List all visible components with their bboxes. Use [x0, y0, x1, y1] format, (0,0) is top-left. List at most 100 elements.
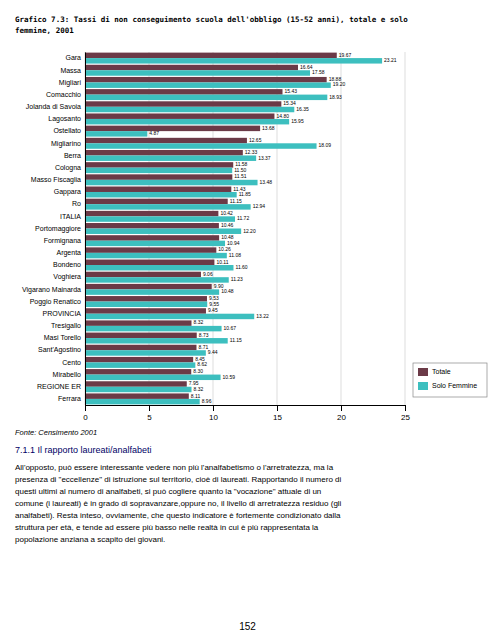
y-tick: Formignana [44, 237, 81, 245]
bar [85, 223, 219, 228]
y-tick: ITALIA [60, 213, 81, 220]
bar [85, 302, 207, 307]
data-label: 8.96 [202, 398, 212, 404]
data-label: 9.55 [209, 301, 219, 307]
x-tick: 10 [209, 405, 218, 422]
x-tick-mark [405, 405, 406, 411]
y-tick-label: Gara [65, 54, 81, 61]
bar [85, 375, 221, 380]
y-tick: Bondeno [53, 261, 81, 268]
grid-line [341, 52, 342, 405]
bar [85, 333, 197, 338]
data-label: 19.67 [339, 52, 352, 58]
y-tick-label: Ferrara [58, 395, 81, 402]
data-label: 10.67 [224, 325, 237, 331]
bar [85, 260, 214, 265]
data-label: 9.44 [208, 349, 218, 355]
data-label: 19.20 [333, 81, 346, 87]
data-label: 14.80 [276, 113, 289, 119]
grid [85, 52, 405, 405]
y-tick-label: Poggio Renatico [30, 298, 81, 306]
data-label: 8.32 [193, 386, 203, 392]
bar [85, 119, 289, 124]
data-label: 15.34 [283, 100, 296, 106]
y-tick: Masi Torello [44, 334, 81, 341]
data-label: 9.45 [208, 307, 218, 313]
y-tick-label: Sant'Agostino [38, 346, 81, 354]
y-tick-label: Vigarano Mainarda [22, 286, 81, 294]
data-label: 13.48 [260, 179, 273, 185]
x-tick-label: 20 [337, 413, 346, 422]
body-text: presenza di "eccellenze" di istruzione s… [15, 475, 342, 484]
y-tick-label: Cologna [55, 164, 81, 172]
bar [85, 345, 196, 350]
x-tick-mark [213, 405, 214, 411]
data-labels: 19.6716.6418.8815.4315.3414.8013.6812.65… [149, 52, 396, 404]
y-tick: Cento [62, 359, 81, 366]
data-label: 8.73 [199, 332, 209, 338]
bar [85, 326, 222, 331]
y-tick-label: Massa [60, 66, 81, 73]
y-tick-label: Ostellato [53, 127, 81, 134]
title-line: femmine, 2001 [15, 26, 74, 35]
y-tick: Massa [60, 66, 81, 73]
bar [85, 308, 206, 313]
y-tick: Tresigallo [51, 322, 81, 330]
data-label: 8.32 [193, 319, 203, 325]
data-label: 13.37 [258, 155, 271, 161]
legend-swatch [418, 382, 428, 390]
y-tick: Lagosanto [48, 115, 81, 123]
bar [85, 284, 212, 289]
y-tick-label: PROVINCIA [42, 310, 81, 317]
data-label: 10.46 [221, 222, 234, 228]
bar [85, 211, 218, 216]
data-label: 8.30 [193, 368, 203, 374]
data-label: 13.22 [256, 313, 269, 319]
y-tick: Portomaggiore [35, 225, 81, 233]
data-label: 11.15 [230, 198, 242, 204]
bar [85, 174, 232, 179]
y-tick: Gara [65, 54, 81, 61]
title: Grafico 7.3: Tassi di non conseguimento … [15, 15, 408, 35]
x-axis-line [86, 405, 406, 406]
y-tick-label: Mirabello [53, 371, 82, 378]
data-label: 17.58 [312, 69, 325, 75]
annotations: Fonte: Censimento 20017.1.1 Il rapporto … [15, 428, 342, 632]
x-tick: 15 [273, 405, 282, 422]
bar [85, 77, 327, 82]
x-tick-mark [341, 405, 342, 411]
y-tick-label: Portomaggiore [35, 225, 81, 233]
bar [85, 192, 237, 197]
x-tick-label: 10 [209, 413, 218, 422]
legend-swatch [418, 368, 428, 376]
bar [85, 229, 241, 234]
y-tick-label: Migliarino [51, 140, 81, 148]
data-label: 11.15 [230, 337, 242, 343]
y-tick: Voghiera [53, 273, 81, 281]
data-label: 18.93 [329, 94, 342, 100]
data-label: 12.20 [243, 228, 256, 234]
y-tick-label: ITALIA [60, 213, 81, 220]
bar [85, 143, 317, 148]
bar [85, 314, 254, 319]
chart: Grafico 7.3: Tassi di non conseguimento … [0, 0, 495, 640]
data-label: 16.35 [296, 106, 309, 112]
x-tick-mark [85, 405, 86, 411]
bar [85, 253, 227, 258]
x-tick: 25 [401, 405, 410, 422]
bar [85, 247, 216, 252]
bar [85, 113, 274, 118]
y-tick-label: Argenta [56, 249, 81, 257]
y-tick: Migliari [59, 79, 82, 87]
data-label: 12.65 [249, 137, 262, 143]
title-line: Grafico 7.3: Tassi di non conseguimento … [15, 15, 408, 24]
y-tick-label: Voghiera [53, 273, 81, 281]
data-label: 23.21 [384, 57, 397, 63]
y-tick: REGIONE ER [37, 383, 81, 390]
y-tick-label: Berra [64, 152, 81, 159]
y-tick: Mirabello [53, 371, 82, 378]
x-tick-label: 5 [147, 413, 152, 422]
y-tick-label: Tresigallo [51, 322, 81, 330]
body-text: questi ultimi al numero di analfabeti, s… [15, 487, 321, 496]
data-label: 11.85 [239, 191, 251, 197]
